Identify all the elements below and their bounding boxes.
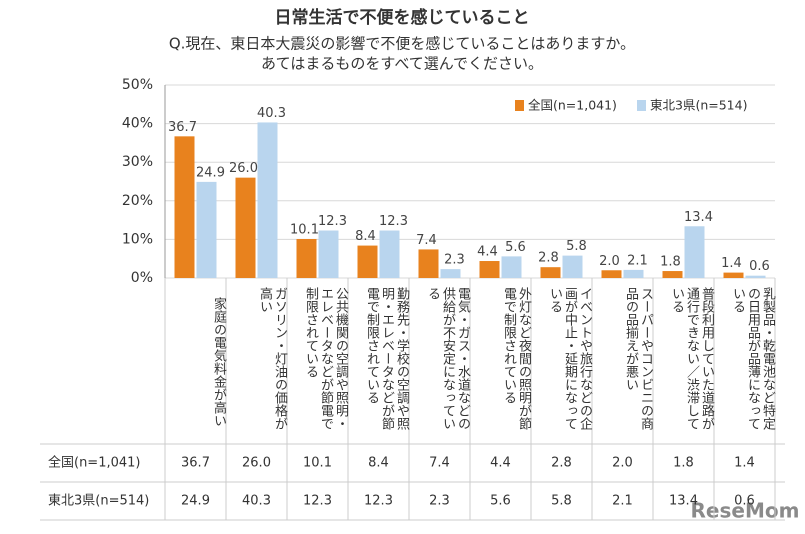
bar <box>318 230 339 278</box>
y-tick-label: 50% <box>122 77 153 93</box>
bar <box>379 230 400 278</box>
category-label: ガソリン・灯油の価格が高い <box>257 287 287 430</box>
value-label: 13.4 <box>684 210 713 225</box>
y-tick-label: 0% <box>131 270 153 286</box>
y-tick-label: 40% <box>122 116 153 132</box>
bar <box>601 270 622 278</box>
bar <box>196 181 217 278</box>
table-cell: 7.4 <box>429 456 450 471</box>
table-cell: 24.9 <box>181 494 210 509</box>
value-label: 0.6 <box>749 259 770 274</box>
legend-swatch <box>515 100 524 111</box>
category-label: 勤務先・学校の空調や照明・エレベータなどが節電で制限されている <box>364 287 409 430</box>
table-cell: 12.3 <box>364 494 393 509</box>
bar <box>235 177 256 278</box>
y-tick-label: 20% <box>122 193 153 209</box>
value-label: 26.0 <box>229 161 258 176</box>
category-label: イベントや旅行などの企画が中止・延期になっている <box>547 287 592 430</box>
table-cell: 5.6 <box>490 494 511 509</box>
table-cell: 13.4 <box>669 494 698 509</box>
table-cell: 12.3 <box>303 494 332 509</box>
bar <box>501 256 522 278</box>
value-label: 12.3 <box>379 214 408 229</box>
category-label: 乳製品・乾電池など特定の日用品が品薄になっている <box>730 287 775 430</box>
value-label: 40.3 <box>257 106 286 121</box>
category-label: 公共機関の空調や照明・エレベータなどが節電で制限されている <box>303 287 348 430</box>
bar <box>418 249 439 278</box>
value-label: 1.4 <box>721 256 742 271</box>
bar <box>623 269 644 278</box>
table-cell: 2.1 <box>612 494 633 509</box>
category-label: 外灯など夜間の照明が節電で制限されている <box>501 287 531 430</box>
bar <box>174 136 195 278</box>
y-tick-label: 10% <box>122 231 153 247</box>
value-label: 2.8 <box>538 251 559 266</box>
table-row-label: 東北3県(n=514) <box>48 493 149 509</box>
value-label: 5.8 <box>566 239 587 254</box>
legend-label: 東北3県(n=514) <box>650 98 747 113</box>
legend-label: 全国(n=1,041) <box>528 98 617 113</box>
table-cell: 26.0 <box>242 456 271 471</box>
table-cell: 8.4 <box>368 456 389 471</box>
value-label: 8.4 <box>355 229 376 244</box>
table-cell: 36.7 <box>181 456 210 471</box>
value-label: 12.3 <box>318 214 347 229</box>
bar <box>540 267 561 278</box>
table-cell: 2.0 <box>612 456 633 471</box>
value-label: 2.3 <box>444 253 465 268</box>
subtitle: Q.現在、東日本大震災の影響で不便を感じていることはありますか。 <box>169 35 635 53</box>
category-label: 電気・ガス・水道などの供給が不安定になっている <box>425 287 470 430</box>
table-cell: 0.6 <box>734 494 755 509</box>
value-label: 10.1 <box>290 223 319 238</box>
value-label: 36.7 <box>168 120 197 135</box>
legend-swatch <box>637 100 646 111</box>
value-label: 7.4 <box>416 233 437 248</box>
table-cell: 10.1 <box>303 456 332 471</box>
table-row-label: 全国(n=1,041) <box>48 455 141 471</box>
bar <box>723 272 744 278</box>
chart-title: 日常生活で不便を感じていること <box>275 7 530 28</box>
value-label: 1.8 <box>660 255 681 270</box>
bar <box>440 269 461 278</box>
value-label: 2.1 <box>627 253 648 268</box>
category-label: スーパーやコンビニの商品の品揃えが悪い <box>623 287 653 430</box>
value-label: 2.0 <box>599 254 620 269</box>
table-cell: 40.3 <box>242 494 271 509</box>
bar <box>296 239 317 278</box>
subtitle: あてはまるものをすべて選んでください。 <box>261 55 543 73</box>
value-label: 4.4 <box>477 245 498 260</box>
y-tick-label: 30% <box>122 154 153 170</box>
bar <box>357 245 378 278</box>
bar <box>562 255 583 278</box>
bar <box>257 122 278 278</box>
bar <box>745 275 766 278</box>
value-label: 24.9 <box>196 165 225 180</box>
table-cell: 1.8 <box>673 456 694 471</box>
category-label: 家庭の電気料金が高い <box>211 297 226 427</box>
table-cell: 4.4 <box>490 456 511 471</box>
watermark: ReseMom <box>691 499 800 523</box>
bar <box>479 261 500 278</box>
category-label: 普段利用していた道路が通行できない／渋滞している <box>669 287 714 430</box>
table-cell: 5.8 <box>551 494 572 509</box>
table-cell: 2.3 <box>429 494 450 509</box>
table-cell: 2.8 <box>551 456 572 471</box>
table-cell: 1.4 <box>734 456 755 471</box>
bar <box>684 226 705 278</box>
bar <box>662 271 683 278</box>
value-label: 5.6 <box>505 240 526 255</box>
